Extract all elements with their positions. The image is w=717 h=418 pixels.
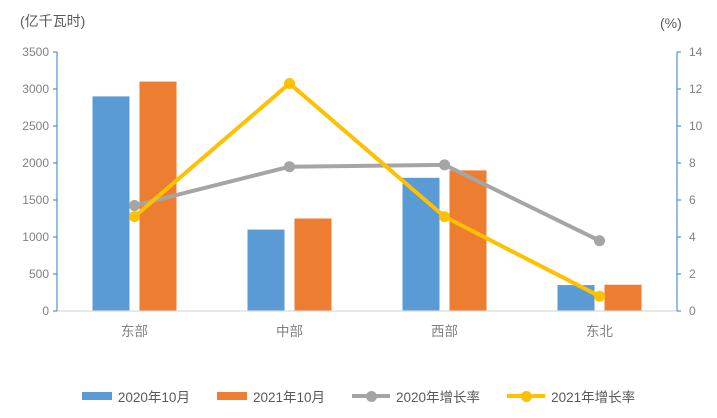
category-label-东部: 东部: [121, 324, 148, 339]
line-marker-2020年增长率-西部: [439, 159, 450, 171]
left-axis-unit-label: (亿千瓦时): [20, 13, 85, 29]
right-axis-tick-label: 14: [689, 45, 703, 59]
legend-dot-yellow: [520, 390, 532, 402]
line-marker-2020年增长率-东部: [129, 200, 140, 212]
bar-2021年10月-中部: [294, 218, 332, 311]
legend-label-line-2021-growth: 2021年增长率: [551, 390, 636, 405]
line-marker-2021年增长率-东北: [594, 290, 605, 302]
right-axis-unit-label: (%): [660, 15, 682, 31]
bar-2021年10月-西部: [449, 170, 487, 311]
right-axis-tick-label: 4: [689, 230, 696, 244]
left-axis-tick-label: 1000: [22, 230, 49, 244]
right-axis-tick-label: 12: [689, 82, 703, 96]
growth-line-2021年增长率: [132, 81, 602, 299]
category-label-中部: 中部: [276, 324, 303, 339]
legend-dot-gray: [365, 390, 377, 402]
legend-label-bar-2020: 2020年10月: [117, 390, 190, 405]
right-axis-tick-label: 8: [689, 156, 696, 170]
right-axis-tick-label: 0: [689, 304, 696, 318]
category-label-东北: 东北: [586, 324, 614, 339]
plot-area: 0 500 1000 1500 2000 2500 3000 3500 0 2 4 6 8 10 12 14 东…: [22, 45, 702, 339]
line-marker-2020年增长率-中部: [284, 161, 295, 173]
left-axis-tick-label: 3000: [22, 82, 49, 96]
chart-canvas: (亿千瓦时) (%) 05001000150020002500300035000…: [20, 13, 703, 339]
bar-2020年10月-西部: [402, 177, 440, 311]
legend-line-swatch-gray-icon: [352, 390, 391, 402]
legend-bar-swatch-blue-icon: [81, 392, 112, 400]
left-axis-tick-label: 2500: [22, 119, 49, 133]
legend-line-swatch-yellow-icon: [507, 390, 546, 402]
category-label-西部: 西部: [431, 324, 458, 339]
left-axis-tick-label: 1500: [22, 193, 49, 207]
line-marker-2021年增长率-东部: [129, 211, 140, 223]
bar-2020年10月-东部: [92, 96, 130, 312]
growth-line-2020年增长率: [132, 162, 602, 243]
right-axis-tick-label: 10: [689, 119, 703, 133]
chart-legend: 2020年10月 2021年10月 2020年增长率 2021年增长率: [0, 386, 717, 406]
bar-2020年10月-中部: [247, 229, 285, 311]
legend-item-line-2021-growth: 2021年增长率: [507, 386, 635, 406]
legend-label-bar-2021: 2021年10月: [252, 390, 326, 405]
legend-bar-swatch-orange-icon: [216, 392, 247, 400]
line-marker-2021年增长率-中部: [284, 77, 295, 89]
left-axis-tick-label: 0: [42, 304, 49, 318]
left-axis-tick-label: 500: [29, 267, 49, 281]
right-axis-tick-label: 2: [689, 267, 696, 281]
legend-label-line-2020-growth: 2020年增长率: [396, 390, 481, 405]
bar-2021年10月-东北: [604, 284, 642, 311]
legend-item-bar-2021: 2021年10月: [216, 386, 326, 406]
legend-item-line-2020-growth: 2020年增长率: [352, 386, 480, 406]
legend-item-bar-2020: 2020年10月: [81, 386, 190, 406]
line-marker-2021年增长率-西部: [439, 211, 450, 223]
left-axis-tick-label: 2000: [22, 156, 49, 170]
left-axis-tick-label: 3500: [22, 45, 49, 59]
right-axis-tick-label: 6: [689, 193, 696, 207]
line-marker-2020年增长率-东北: [594, 235, 605, 247]
